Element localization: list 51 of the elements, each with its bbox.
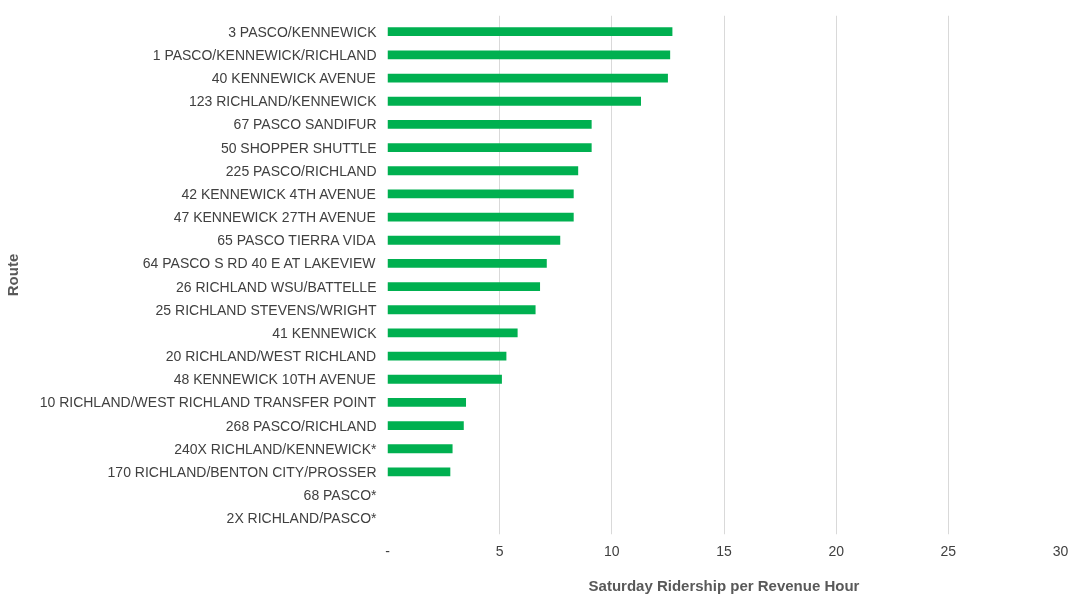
y-tick-label: 67 PASCO SANDIFUR [233, 116, 377, 133]
bar [387, 143, 592, 152]
bar [387, 351, 507, 361]
bar [387, 120, 592, 129]
y-tick-label: 123 RICHLAND/KENNEWICK [189, 93, 378, 110]
bar [387, 50, 671, 60]
x-tick-label: 20 [828, 542, 845, 559]
y-tick-label: 64 PASCO S RD 40 E AT LAKEVIEW [142, 255, 377, 272]
bar [387, 421, 464, 430]
bar [387, 328, 518, 338]
y-tick-label: 225 PASCO/RICHLAND [225, 162, 377, 179]
y-tick-label: 40 KENNEWICK AVENUE [211, 70, 376, 87]
y-tick-label: 1 PASCO/KENNEWICK/RICHLAND [152, 46, 377, 63]
bar [387, 166, 579, 176]
y-tick-label: 10 RICHLAND/WEST RICHLAND TRANSFER POINT [39, 394, 377, 411]
y-tick-label: 65 PASCO TIERRA VIDA [217, 232, 377, 249]
y-tick-label: 26 RICHLAND WSU/BATTELLE [176, 278, 377, 295]
bar [387, 27, 673, 37]
x-tick-label: 10 [604, 542, 620, 559]
bar [387, 189, 574, 199]
bar [387, 467, 451, 477]
y-axis-title: Route [3, 253, 21, 297]
bar [387, 212, 574, 222]
y-tick-label: 68 PASCO* [303, 487, 378, 504]
y-tick-label: 48 KENNEWICK 10TH AVENUE [173, 371, 376, 388]
y-tick-label: 170 RICHLAND/BENTON CITY/PROSSER [107, 463, 377, 480]
bar [387, 374, 502, 384]
x-tick-label: 25 [940, 542, 957, 559]
y-tick-label: 2X RICHLAND/PASCO* [226, 510, 378, 527]
bar [387, 259, 547, 268]
bar [387, 444, 453, 454]
bar [387, 305, 536, 315]
bar [387, 282, 541, 291]
x-tick-label: 30 [1052, 542, 1069, 559]
x-tick-label: 5 [495, 542, 504, 559]
y-tick-label: 25 RICHLAND STEVENS/WRIGHT [155, 301, 377, 318]
bar [387, 73, 668, 83]
y-tick-label: 42 KENNEWICK 4TH AVENUE [181, 185, 376, 202]
bar [387, 96, 641, 106]
x-tick-label: 15 [716, 542, 732, 559]
y-tick-label: 47 KENNEWICK 27TH AVENUE [173, 209, 376, 226]
y-tick-label: 20 RICHLAND/WEST RICHLAND [165, 348, 377, 365]
y-tick-label: 268 PASCO/RICHLAND [225, 417, 377, 434]
y-tick-label: 50 SHOPPER SHUTTLE [220, 139, 377, 156]
bar [387, 398, 467, 407]
bar [387, 235, 561, 245]
y-tick-label: 41 KENNEWICK [272, 324, 378, 341]
y-tick-label: 3 PASCO/KENNEWICK [228, 23, 378, 40]
y-tick-label: 240X RICHLAND/KENNEWICK* [174, 440, 378, 457]
x-tick-label: - [385, 542, 391, 559]
x-axis-title: Saturday Ridership per Revenue Hour [588, 576, 860, 594]
